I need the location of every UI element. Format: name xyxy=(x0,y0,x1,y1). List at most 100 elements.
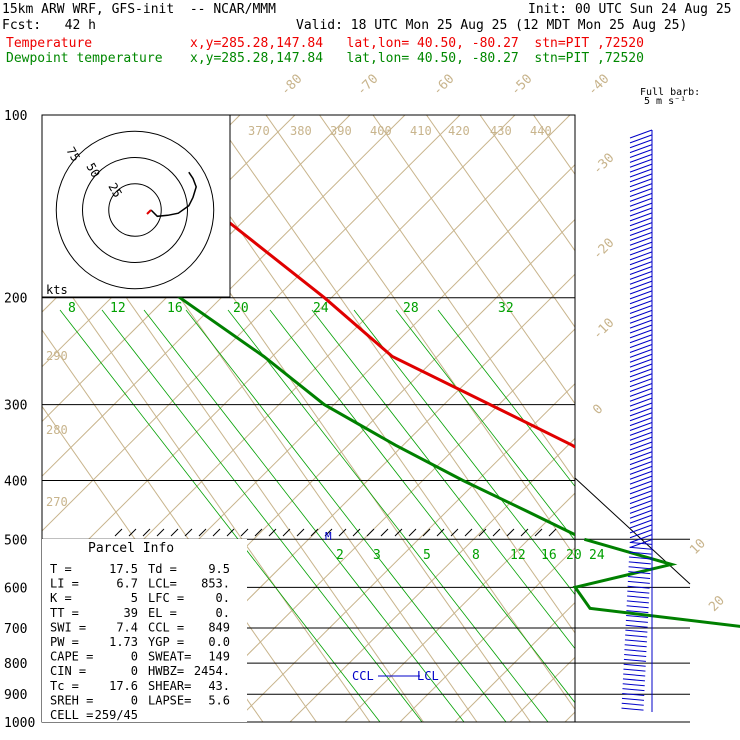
parcel-key: SHEAR= xyxy=(148,679,191,693)
hatch-mark xyxy=(408,528,417,537)
parcel-value: 849 xyxy=(208,620,230,634)
parcel-value: 149 xyxy=(208,650,230,664)
wind-barb xyxy=(629,402,653,412)
isotherm-label: -80 xyxy=(278,72,305,99)
wind-barb xyxy=(629,183,653,193)
wind-barb xyxy=(629,144,653,154)
hatch-mark xyxy=(366,528,375,537)
valid-time: Valid: 18 UTC Mon 25 Aug 25 (12 MDT Mon … xyxy=(296,18,688,33)
wind-barb xyxy=(627,580,650,584)
hatch-mark xyxy=(114,528,123,537)
mixing-ratio-label: 28 xyxy=(403,301,419,316)
wind-barb xyxy=(624,654,647,657)
wind-barb xyxy=(629,324,653,334)
hatch-mark xyxy=(478,528,487,537)
wind-barb xyxy=(629,495,653,505)
wind-barb xyxy=(624,639,647,643)
forecast-hour: Fcst: 42 h xyxy=(2,18,96,33)
data-curves: CCL LCL xyxy=(42,115,575,683)
hatch-mark xyxy=(296,528,305,537)
mixing-ratio-label: 16 xyxy=(541,548,557,563)
isotherm-label: -30 xyxy=(590,151,617,178)
hodograph-ring xyxy=(55,130,215,290)
wind-barb xyxy=(628,566,651,570)
pressure-tick-label: 900 xyxy=(4,688,27,703)
hatch-mark xyxy=(254,528,263,537)
parcel-value: 0 xyxy=(131,664,138,678)
parcel-value: 0 xyxy=(131,693,138,707)
dry-adiabat-line xyxy=(234,382,575,722)
wind-barb xyxy=(629,431,653,441)
wind-barb xyxy=(629,397,653,407)
parcel-key: SREH = xyxy=(50,693,93,707)
wind-barb xyxy=(629,314,653,324)
wind-barb xyxy=(622,688,645,692)
isotherm-line xyxy=(426,115,575,329)
wind-barb xyxy=(629,246,653,256)
hodograph-ring xyxy=(108,183,162,237)
wind-barb xyxy=(629,485,653,495)
hatch-mark xyxy=(506,528,515,537)
theta-label: 380 xyxy=(290,124,312,138)
wind-barb xyxy=(628,576,651,579)
mixing-ratio-line xyxy=(59,309,381,722)
pressure-tick-label: 200 xyxy=(4,292,27,307)
wind-barb xyxy=(624,649,647,653)
temperature-label: Temperature xyxy=(6,36,93,51)
pressure-tick-label: 100 xyxy=(4,109,27,124)
wind-barb xyxy=(621,697,645,701)
wind-barb xyxy=(628,561,651,565)
mixing-ratio-label: 32 xyxy=(498,301,514,316)
isotherm-label: -20 xyxy=(590,236,617,263)
hodograph-frame xyxy=(41,114,231,298)
pressure-tick-label: 1000 xyxy=(4,716,35,731)
dry-adiabat-line xyxy=(344,492,575,722)
parcel-key: SWI = xyxy=(50,620,86,634)
wind-barb xyxy=(626,600,649,604)
wind-barb xyxy=(629,387,653,397)
wind-barb xyxy=(629,163,653,173)
wind-barb xyxy=(629,227,653,236)
dry-adiabat-line xyxy=(620,105,740,722)
wind-barb xyxy=(629,197,653,207)
mixing-ratio-line xyxy=(269,309,575,704)
isotherm-line xyxy=(479,115,575,252)
parcel-key: CAPE = xyxy=(50,650,93,664)
plot-frame xyxy=(41,114,576,723)
hodograph-trace xyxy=(150,171,197,218)
hatch-mark xyxy=(534,528,543,537)
wind-barb xyxy=(629,192,653,202)
wind-barb xyxy=(625,629,648,633)
wind-barb xyxy=(629,422,653,431)
parcel-value: 5 xyxy=(131,591,138,605)
hatch-mark xyxy=(184,528,193,537)
parcel-key: LCL= xyxy=(148,577,177,591)
wind-barb xyxy=(621,707,644,711)
wind-barb xyxy=(629,451,653,461)
mixing-ratio-line xyxy=(311,309,575,650)
wind-barb xyxy=(629,509,653,519)
isotherm-label: 10 xyxy=(687,536,709,558)
mixing-ratio-label: 5 xyxy=(423,548,431,563)
parcel-key: HWBZ= xyxy=(148,664,184,678)
wind-barb xyxy=(629,139,653,149)
mixing-ratio-label: 24 xyxy=(313,301,329,316)
parcel-key: PW = xyxy=(50,635,79,649)
theta-label: 370 xyxy=(248,124,270,138)
wind-barb xyxy=(629,153,653,163)
barb-legend-title: Full barb: xyxy=(640,87,700,98)
wind-barb xyxy=(623,668,646,672)
wind-barb xyxy=(629,551,652,555)
isotherm-label: -70 xyxy=(354,72,381,99)
temperature-curve xyxy=(125,115,575,449)
frame-diagonal xyxy=(574,477,691,585)
pressure-tick-label: 700 xyxy=(4,622,27,637)
wind-barb xyxy=(629,188,653,197)
isotherm-label: 20 xyxy=(706,593,728,615)
wind-barb xyxy=(625,634,648,638)
wind-barbs: Full barb:5 m s⁻¹ xyxy=(621,87,700,712)
wind-barb xyxy=(629,129,653,139)
lcl-label: LCL xyxy=(417,669,439,683)
hodograph-ring xyxy=(82,157,188,263)
wind-barb xyxy=(629,178,653,188)
